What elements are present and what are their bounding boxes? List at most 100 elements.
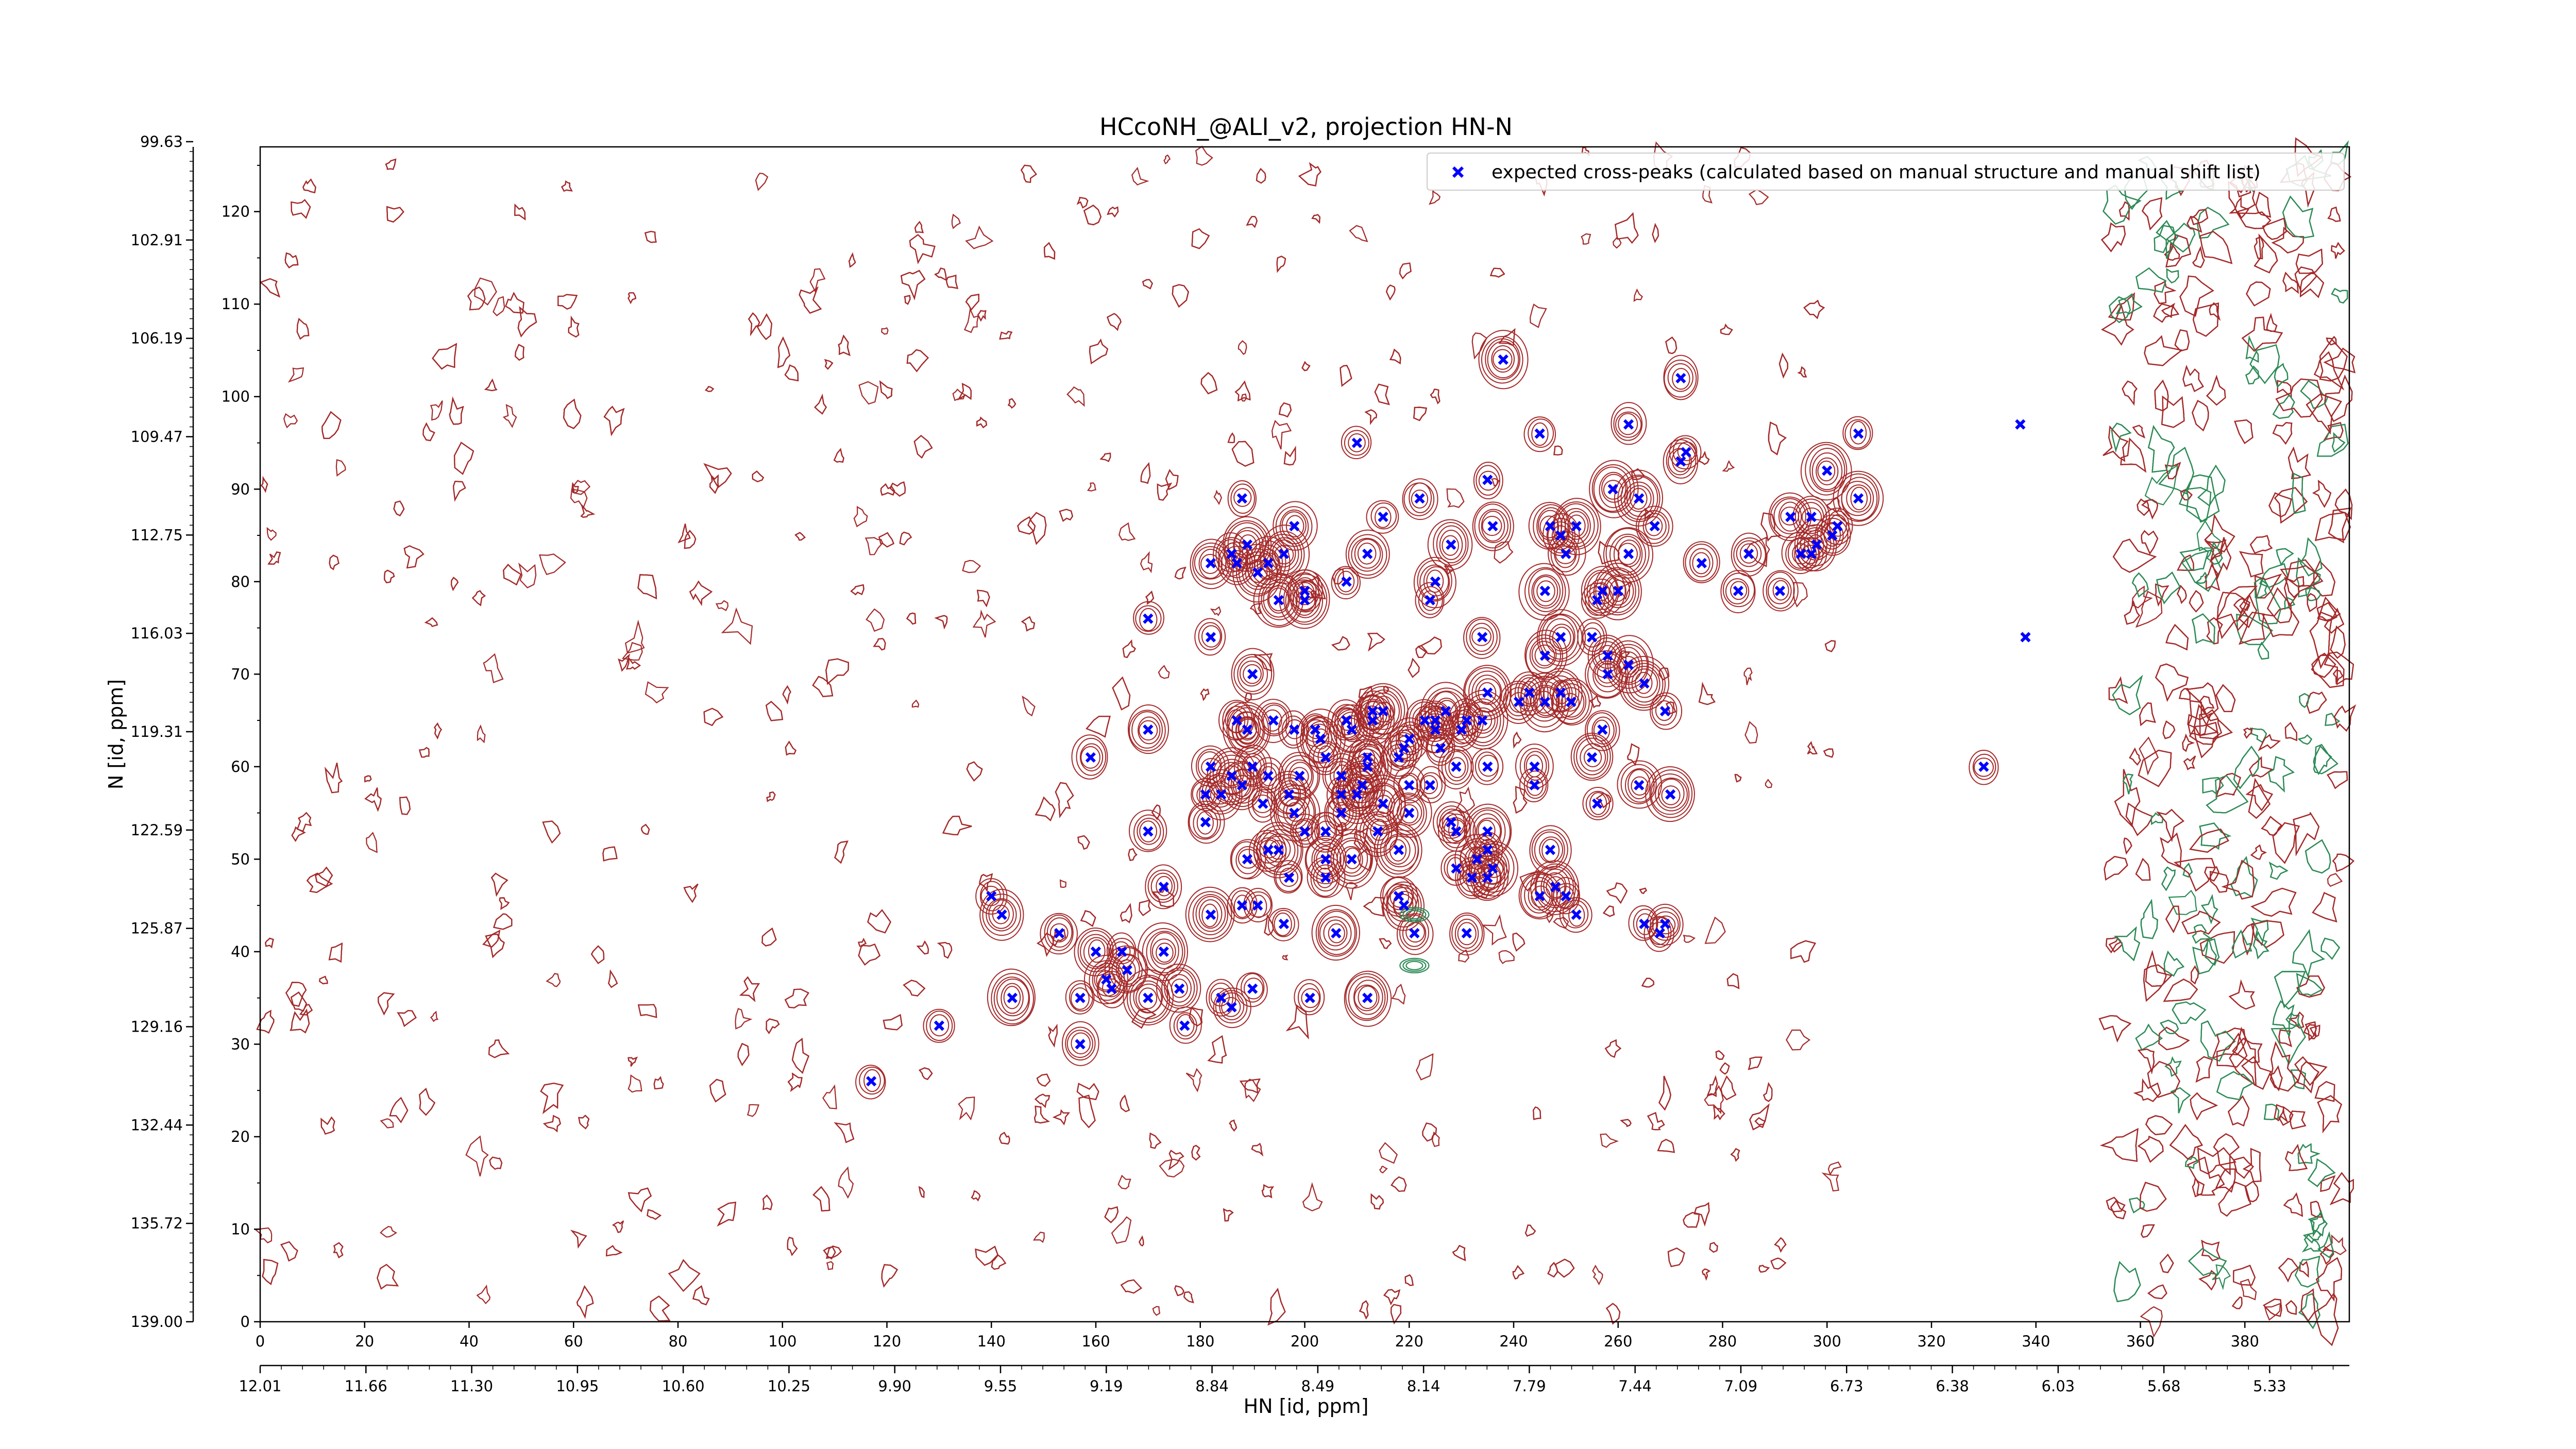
peak-contour-ring	[1625, 663, 1664, 706]
noise-contour	[384, 569, 395, 584]
peak-contour-ring	[1258, 574, 1300, 627]
noise-contour	[2268, 862, 2289, 880]
noise-contour	[934, 267, 947, 281]
noise-contour	[1693, 1202, 1710, 1227]
peak-marker	[1665, 789, 1676, 800]
peak-contour-ring	[1001, 983, 1024, 1014]
peak-contour-ring	[1642, 513, 1667, 540]
peak-marker	[1524, 687, 1535, 698]
noise-contour	[2188, 700, 2219, 736]
peak-contour-ring	[1585, 586, 1609, 616]
noise-contour	[590, 945, 605, 965]
peak-contour-ring	[1076, 737, 1107, 776]
peak-contour-ring	[1565, 511, 1589, 540]
noise-contour	[1589, 694, 1601, 709]
peak-contour-ring	[1317, 911, 1356, 955]
peak-contour-ring	[1192, 542, 1230, 585]
peak-contour-ring	[1274, 860, 1303, 894]
noise-contour	[2332, 669, 2344, 685]
peak-marker	[1634, 493, 1645, 504]
peak-contour-ring	[1369, 789, 1395, 818]
noise-contour	[1827, 1161, 1842, 1176]
peak-marker	[1378, 705, 1388, 717]
peak-marker	[1561, 891, 1571, 902]
peak-marker	[1597, 724, 1608, 735]
peak-contour-ring	[1250, 895, 1267, 918]
noise-contour	[1185, 1068, 1202, 1092]
peak-contour-ring	[1454, 918, 1479, 949]
noise-contour	[1104, 1206, 1119, 1223]
peak-marker	[1075, 1039, 1086, 1050]
peak-contour-ring	[1146, 931, 1183, 973]
peak-marker	[1236, 780, 1247, 790]
peak-marker	[1200, 817, 1211, 828]
marker-stroke	[1226, 548, 1237, 560]
peak-marker	[1283, 872, 1295, 883]
peak-contour-ring	[1618, 413, 1638, 435]
peak-marker	[1451, 863, 1462, 874]
noise-contour	[1234, 380, 1251, 402]
noise-contour	[1383, 685, 1389, 694]
peak-contour-ring	[1811, 452, 1843, 491]
marker-stroke	[1320, 752, 1331, 763]
noise-contour	[1824, 640, 1836, 652]
peak-contour-ring	[1528, 501, 1571, 550]
noise-contour	[881, 1264, 898, 1288]
noise-contour	[1481, 914, 1507, 946]
marker-stroke	[1341, 715, 1352, 726]
noise-contour	[580, 504, 596, 518]
peak-contour-ring	[1626, 485, 1652, 512]
peak-contour-ring	[1580, 743, 1606, 772]
noise-contour	[2307, 1158, 2336, 1187]
peak-marker	[1514, 697, 1524, 707]
peak-contour-ring	[1065, 980, 1095, 1015]
peak-contour-ring	[1491, 345, 1515, 373]
peak-contour-ring	[1333, 709, 1371, 752]
y-index-tick-label: 10	[231, 1220, 250, 1238]
noise-contour	[1083, 205, 1101, 226]
noise-contour	[626, 656, 641, 670]
noise-contour	[2156, 808, 2184, 842]
noise-contour	[2331, 432, 2346, 453]
peak-marker	[1393, 845, 1404, 855]
noise-contour	[1379, 1166, 1388, 1174]
marker-stroke	[1675, 456, 1686, 467]
noise-contour	[2275, 378, 2323, 418]
peak-contour-ring	[996, 979, 1029, 1017]
peak-contour-ring	[1615, 411, 1642, 438]
peak-contour-ring	[1649, 769, 1693, 818]
marker-stroke	[1351, 789, 1362, 800]
noise-contour	[2242, 1148, 2262, 1183]
peak-contour-ring	[986, 898, 1017, 932]
peak-marker	[1252, 567, 1263, 578]
marker-stroke	[1555, 530, 1566, 541]
noise-contour	[2239, 551, 2264, 578]
peak-contour-ring	[1324, 791, 1360, 836]
noise-contour	[1152, 1306, 1161, 1316]
legend: expected cross-peaks (calculated based o…	[1427, 153, 2345, 191]
peak-marker	[1216, 992, 1227, 1003]
noise-contour	[2131, 572, 2149, 598]
peak-contour-ring	[1400, 804, 1419, 824]
noise-contour	[1600, 1133, 1619, 1148]
noise-contour	[1513, 786, 1528, 814]
peak-contour-ring	[1389, 839, 1407, 862]
peak-contour-ring	[1515, 743, 1554, 789]
noise-contour	[1238, 340, 1247, 355]
noise-contour	[2143, 964, 2167, 1002]
peak-contour-ring	[1559, 897, 1592, 933]
peak-contour-ring	[1739, 543, 1758, 564]
peak-contour-ring	[1102, 978, 1121, 998]
noise-contour	[450, 577, 459, 592]
peak-contour-ring	[1448, 819, 1466, 842]
peak-marker	[1289, 724, 1300, 735]
noise-contour	[315, 866, 333, 887]
peak-contour-ring	[1237, 656, 1268, 692]
noise-contour	[2258, 734, 2281, 751]
peak-marker	[1258, 798, 1268, 809]
peak-marker	[1774, 585, 1786, 596]
x-ppm-tick-label: 12.01	[239, 1377, 281, 1395]
noise-contour	[834, 840, 849, 864]
noise-contour	[1658, 1075, 1671, 1111]
noise-contour	[503, 564, 522, 586]
